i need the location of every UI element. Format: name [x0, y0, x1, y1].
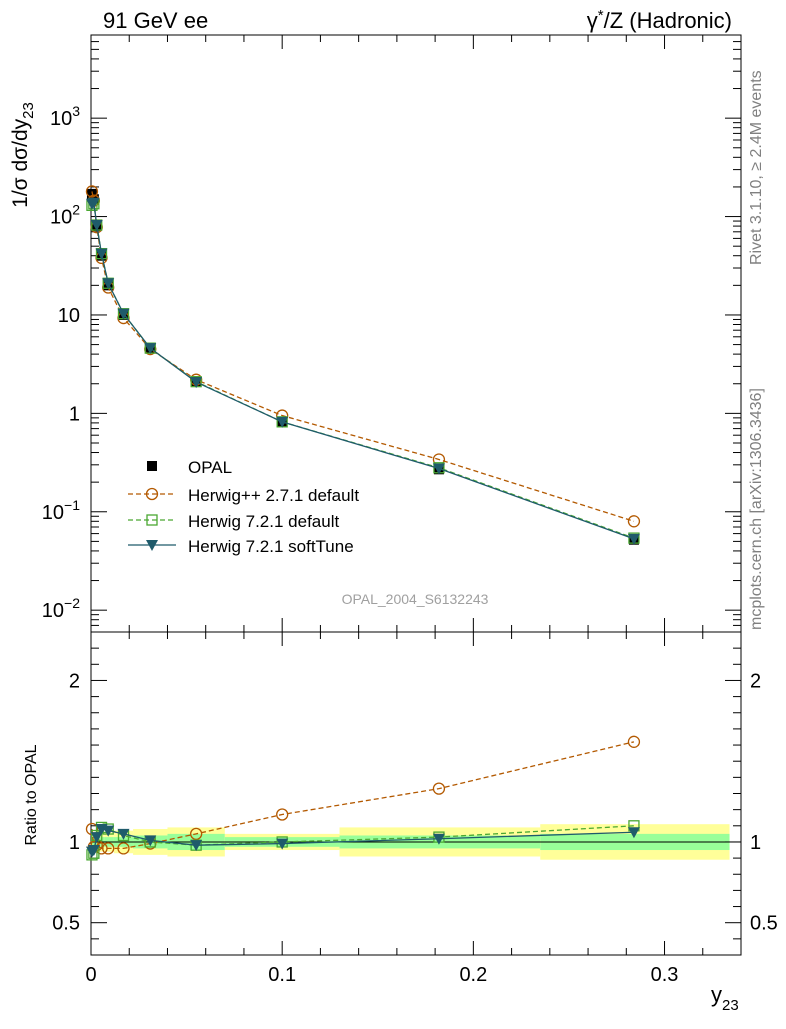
ratio-series-0-point-5	[117, 842, 130, 855]
y-tick-label: 10−2	[42, 595, 80, 622]
main-series-3-point-9	[432, 463, 445, 475]
main-series-3-point-2	[90, 220, 103, 232]
x-tick-label: 0.1	[268, 964, 296, 986]
ratio-y-tick-label-right: 1	[750, 832, 761, 854]
ratio-series-0-point-10	[627, 735, 641, 748]
legend-marker-2	[146, 514, 158, 526]
rivet-label: Rivet 3.1.10, ≥ 2.4M events	[748, 70, 765, 265]
ratio-series-2-point-8	[276, 838, 289, 850]
y-tick-label: 102	[50, 202, 80, 229]
main-series-3-point-3	[95, 248, 108, 260]
main-series-1-point-10	[627, 515, 641, 528]
main-series-3-point-10	[627, 533, 640, 545]
main-series-3-point-8	[276, 416, 289, 428]
ratio-series-2-point-5	[117, 828, 130, 840]
ratio-series-2-point-7	[190, 840, 203, 852]
header-left: 91 GeV ee	[103, 8, 208, 33]
y-tick-label: 1	[69, 403, 80, 425]
legend-label-1: Herwig++ 2.7.1 default	[188, 486, 359, 505]
ratio-series-2-point-9	[432, 833, 445, 845]
legend-marker-1	[145, 487, 159, 501]
main-series-line-3	[91, 201, 635, 540]
ratio-series-0-point-8	[276, 808, 289, 821]
ratio-frame	[90, 631, 742, 956]
main-series-line-1	[91, 191, 635, 522]
main-series-3-point-4	[102, 278, 115, 290]
main-series-line-2	[91, 202, 635, 539]
main-series-3-point-6	[144, 343, 157, 355]
y-tick-label: 103	[50, 103, 80, 130]
ratio-series-0-point-4	[102, 842, 115, 855]
ratio-series-2-point-4	[102, 825, 115, 837]
ratio-series-2-point-1	[87, 845, 100, 857]
main-ylabel: 1/σ dσ/dy23	[9, 102, 37, 208]
main-series-3-point-1	[87, 197, 100, 209]
header-right: γ*/Z (Hadronic)	[587, 7, 732, 33]
legend-label-3: Herwig 7.2.1 softTune	[188, 537, 354, 556]
y-tick-label: 10	[58, 305, 80, 327]
legend-marker-0	[147, 461, 157, 471]
ratio-series-2-point-6	[144, 835, 157, 847]
ratio-series-2-point-2	[90, 832, 103, 844]
main-series-3-point-7	[190, 377, 203, 389]
ratio-y-tick-label-right: 0.5	[750, 913, 778, 935]
xlabel: y23	[711, 982, 739, 1014]
ratio-series-0-point-7	[189, 827, 203, 841]
ratio-series-line-1	[91, 825, 634, 856]
x-tick-label: 0.2	[459, 964, 487, 986]
ratio-y-tick-label: 0.5	[52, 913, 80, 935]
y-tick-label: 10−1	[42, 497, 80, 524]
ratio-series-2-point-10	[627, 827, 640, 839]
x-tick-label: 0.3	[651, 964, 679, 986]
main-series-3-point-5	[117, 308, 130, 320]
ratio-series-0-point-9	[432, 782, 446, 795]
main-series-1-point-0	[85, 185, 99, 198]
legend-marker-3	[146, 540, 158, 551]
ratio-y-tick-label: 1	[69, 832, 80, 854]
analysis-watermark: OPAL_2004_S6132243	[342, 591, 489, 607]
legend-label-0: OPAL	[188, 458, 232, 477]
ratio-y-tick-label-right: 2	[750, 670, 761, 692]
mcplots-label: mcplots.cern.ch [arXiv:1306.3436]	[748, 388, 765, 630]
legend-label-2: Herwig 7.2.1 default	[188, 512, 339, 531]
ratio-y-tick-label: 2	[69, 670, 80, 692]
ratio-ylabel: Ratio to OPAL	[23, 744, 40, 845]
x-tick-label: 0	[85, 964, 96, 986]
